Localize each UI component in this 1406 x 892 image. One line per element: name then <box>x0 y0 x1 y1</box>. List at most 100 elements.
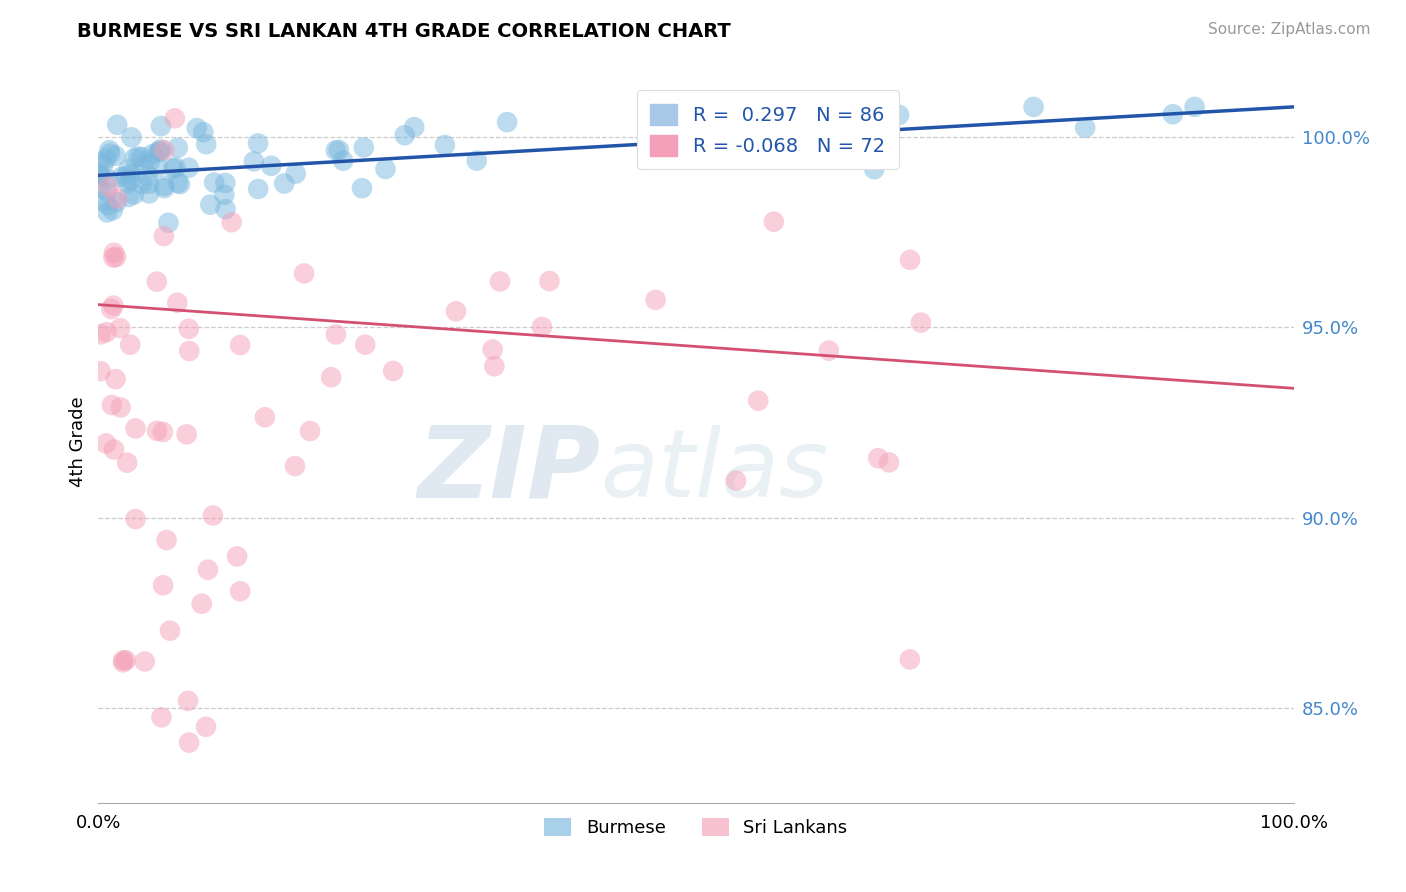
Point <box>98 146 121 161</box>
Point <box>153 229 176 244</box>
Point <box>97 172 120 186</box>
Point <box>93 194 115 209</box>
Point <box>1161 107 1184 121</box>
Point <box>538 274 561 288</box>
Point <box>165 161 187 175</box>
Point <box>117 162 139 177</box>
Point <box>89 155 111 169</box>
Point <box>89 181 111 195</box>
Point <box>96 152 118 166</box>
Point <box>91 158 114 172</box>
Point <box>94 436 117 450</box>
Point <box>120 167 142 181</box>
Point <box>465 153 488 168</box>
Point <box>877 455 900 469</box>
Point <box>117 190 139 204</box>
Point <box>177 322 200 336</box>
Point <box>186 121 208 136</box>
Point <box>124 421 146 435</box>
Point <box>910 316 932 330</box>
Point <box>100 301 122 316</box>
Point <box>496 115 519 129</box>
Point <box>530 320 553 334</box>
Y-axis label: 4th Grade: 4th Grade <box>69 396 87 487</box>
Point <box>243 154 266 169</box>
Point <box>152 425 174 439</box>
Point <box>214 202 236 216</box>
Point <box>122 187 145 202</box>
Point <box>747 393 769 408</box>
Point <box>253 410 276 425</box>
Point <box>149 142 172 156</box>
Point <box>229 338 252 352</box>
Point <box>177 694 200 708</box>
Point <box>96 185 118 199</box>
Point <box>190 597 212 611</box>
Point <box>108 321 131 335</box>
Point <box>96 325 118 339</box>
Point <box>394 128 416 143</box>
Point <box>247 182 270 196</box>
Point <box>195 137 218 152</box>
Point <box>273 177 295 191</box>
Point <box>152 578 174 592</box>
Point <box>193 125 215 139</box>
Point <box>284 167 307 181</box>
Point <box>176 427 198 442</box>
Point <box>150 710 173 724</box>
Point <box>887 108 910 122</box>
Text: atlas: atlas <box>600 425 828 516</box>
Legend: Burmese, Sri Lankans: Burmese, Sri Lankans <box>537 811 855 845</box>
Point <box>1022 100 1045 114</box>
Point <box>87 167 110 181</box>
Point <box>321 370 343 384</box>
Text: BURMESE VS SRI LANKAN 4TH GRADE CORRELATION CHART: BURMESE VS SRI LANKAN 4TH GRADE CORRELAT… <box>77 22 731 41</box>
Point <box>681 130 703 145</box>
Point <box>146 275 169 289</box>
Point <box>101 203 124 218</box>
Point <box>177 161 200 175</box>
Point <box>153 178 176 193</box>
Point <box>1184 100 1206 114</box>
Point <box>382 364 405 378</box>
Point <box>284 458 307 473</box>
Point <box>124 151 146 165</box>
Point <box>325 327 347 342</box>
Point <box>229 584 252 599</box>
Point <box>97 179 120 194</box>
Point <box>131 150 153 164</box>
Point <box>157 216 180 230</box>
Point <box>353 140 375 154</box>
Point <box>105 118 128 132</box>
Point <box>146 424 169 438</box>
Point <box>481 343 503 357</box>
Point <box>179 344 201 359</box>
Point <box>898 252 921 267</box>
Text: ZIP: ZIP <box>418 422 600 519</box>
Point <box>195 720 218 734</box>
Point <box>769 136 792 151</box>
Point <box>644 293 666 307</box>
Point <box>138 177 160 191</box>
Point <box>1074 120 1097 135</box>
Point <box>138 155 160 169</box>
Point <box>149 145 172 160</box>
Point <box>101 398 124 412</box>
Point <box>260 159 283 173</box>
Point <box>221 215 243 229</box>
Point <box>136 169 159 183</box>
Point <box>128 149 150 163</box>
Point <box>155 533 177 547</box>
Point <box>96 205 118 219</box>
Point <box>120 173 142 187</box>
Point <box>332 153 354 168</box>
Point <box>166 141 188 155</box>
Point <box>104 372 127 386</box>
Point <box>97 198 120 212</box>
Point <box>200 197 222 211</box>
Point <box>724 474 747 488</box>
Point <box>98 143 121 157</box>
Point <box>292 267 315 281</box>
Point <box>114 653 136 667</box>
Point <box>433 138 456 153</box>
